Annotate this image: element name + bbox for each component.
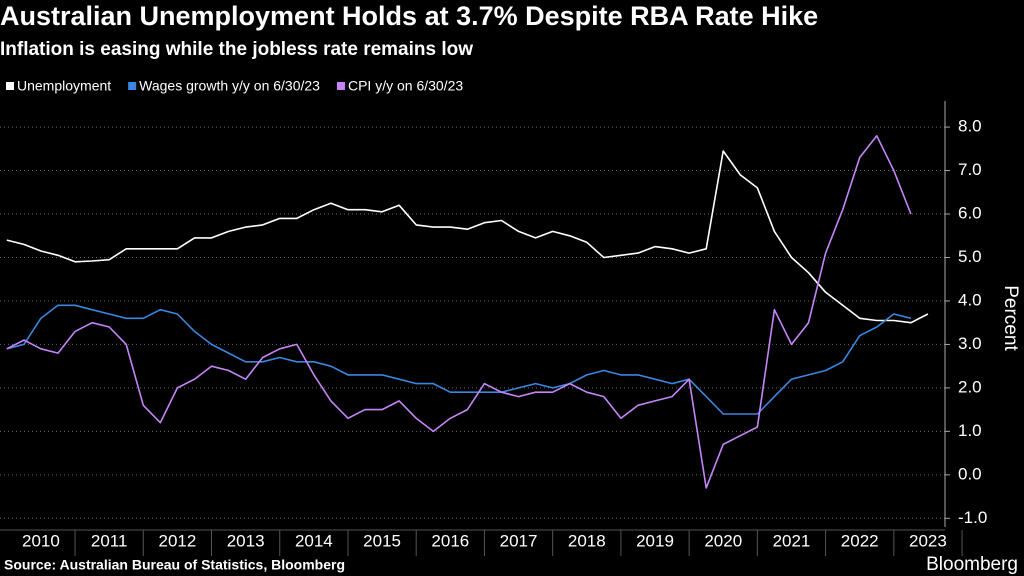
y-axis-label: Percent <box>1000 285 1021 351</box>
x-tick-label: 2022 <box>841 531 879 550</box>
y-tick-label: 1.0 <box>958 421 982 440</box>
y-tick-label: 6.0 <box>958 204 982 223</box>
y-tick-label: 4.0 <box>958 290 982 309</box>
x-tick-label: 2013 <box>227 531 265 550</box>
x-tick-label: 2012 <box>158 531 196 550</box>
x-tick-label: 2015 <box>363 531 401 550</box>
y-tick-label: 5.0 <box>958 247 982 266</box>
y-tick-label: 2.0 <box>958 377 982 396</box>
x-tick-label: 2019 <box>636 531 674 550</box>
series-line <box>6 150 929 324</box>
legend-label: Wages growth y/y on 6/30/23 <box>139 78 320 94</box>
legend-swatch <box>6 82 14 90</box>
chart-title: Australian Unemployment Holds at 3.7% De… <box>0 1 818 31</box>
source: Source: Australian Bureau of Statistics,… <box>4 557 345 573</box>
y-tick-label: 7.0 <box>958 160 982 179</box>
x-tick-label: 2018 <box>568 531 606 550</box>
y-tick-label: -1.0 <box>958 508 987 527</box>
x-tick-label: 2017 <box>500 531 538 550</box>
x-tick-label: 2020 <box>704 531 742 550</box>
legend-swatch <box>336 82 345 90</box>
x-tick-label: 2023 <box>909 531 947 550</box>
chart-subtitle: Inflation is easing while the jobless ra… <box>0 39 473 60</box>
x-tick-label: 2011 <box>91 531 128 550</box>
legend-label: CPI y/y on 6/30/23 <box>348 78 463 94</box>
x-tick-label: 2014 <box>295 531 333 550</box>
series-line <box>6 135 912 489</box>
legend-label: Unemployment <box>17 78 111 94</box>
x-tick-label: 2021 <box>773 531 811 550</box>
brand: Bloomberg <box>926 554 1018 575</box>
x-tick-label: 2010 <box>22 531 60 550</box>
y-tick-label: 8.0 <box>958 117 982 136</box>
y-tick-label: 3.0 <box>958 334 982 353</box>
y-tick-label: 0.0 <box>958 464 982 483</box>
legend-swatch <box>128 82 137 90</box>
x-tick-label: 2016 <box>431 531 469 550</box>
